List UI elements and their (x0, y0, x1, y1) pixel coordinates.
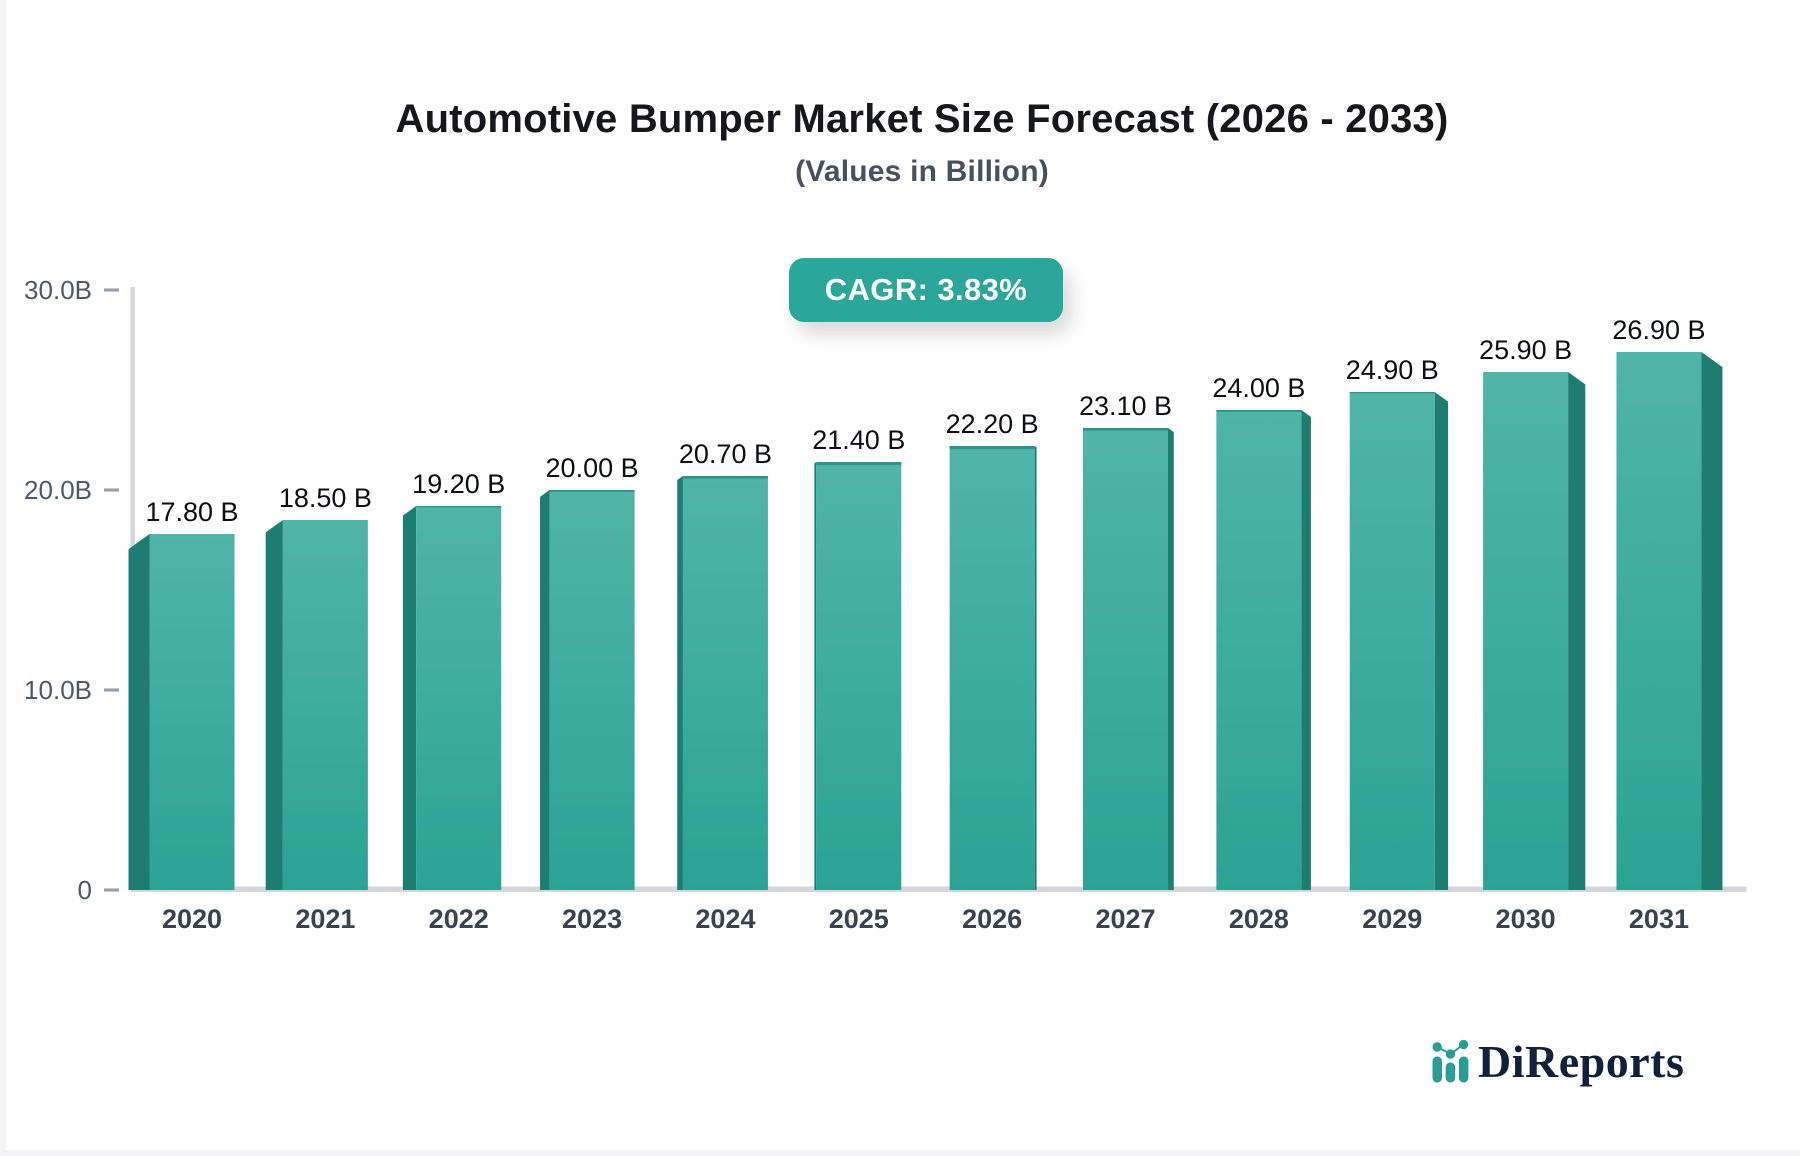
bar-2029[interactable] (1349, 392, 1435, 890)
bar-2023[interactable] (549, 490, 635, 890)
bar-top-edge (1216, 410, 1302, 412)
bar-side-face (814, 462, 817, 890)
bar-2028[interactable] (1216, 410, 1302, 890)
bar-value-label: 22.20 B (946, 409, 1039, 439)
bar-2030[interactable] (1483, 372, 1569, 890)
y-tick-mark (104, 488, 119, 492)
x-tick-label: 2030 (1496, 904, 1556, 934)
bar-top-edge (949, 446, 1035, 450)
page-edge-bottom (0, 1150, 1800, 1156)
page-edge-left (0, 0, 6, 1156)
bar-2020[interactable] (149, 534, 235, 890)
x-tick-label: 2031 (1629, 904, 1689, 934)
bar-value-label: 20.70 B (679, 439, 772, 469)
bar-value-label: 26.90 B (1612, 315, 1705, 345)
x-tick-label: 2028 (1229, 904, 1289, 934)
x-tick-label: 2022 (429, 904, 489, 934)
bar-2024[interactable] (682, 476, 768, 890)
bar-2025[interactable] (816, 462, 902, 890)
bar-side-face (128, 534, 150, 890)
bar-side-face (402, 506, 417, 890)
x-tick-label: 2020 (162, 904, 222, 934)
bar-value-label: 24.90 B (1346, 355, 1439, 385)
y-tick-mark (104, 888, 119, 892)
x-tick-label: 2024 (695, 904, 755, 934)
bar-2021[interactable] (282, 520, 368, 890)
bar-top-edge (682, 476, 768, 479)
cagr-badge: CAGR: 3.83% (789, 258, 1063, 322)
logo-text: DiReports (1478, 1036, 1685, 1087)
x-tick-label: 2021 (295, 904, 355, 934)
chart-header: Automotive Bumper Market Size Forecast (… (22, 97, 1800, 189)
x-tick-label: 2023 (562, 904, 622, 934)
bar-side-face (1168, 428, 1174, 890)
bar-side-face (1301, 410, 1311, 890)
y-tick-label: 10.0B (24, 675, 92, 705)
bar-value-label: 20.00 B (546, 453, 639, 483)
bar-side-face (1434, 392, 1449, 890)
bar-side-face (677, 476, 683, 890)
bar-value-label: 18.50 B (279, 483, 372, 513)
bar-side-face (540, 490, 550, 890)
bar-2022[interactable] (416, 506, 502, 890)
bar-top-edge (816, 462, 902, 466)
bar-top-edge (1083, 428, 1169, 431)
bar-side-face (1034, 446, 1037, 890)
bar-top-edge (416, 506, 502, 508)
x-tick-label: 2025 (829, 904, 889, 934)
y-tick-mark (104, 688, 119, 692)
bar-2026[interactable] (949, 446, 1035, 890)
chart-title: Automotive Bumper Market Size Forecast (… (395, 97, 1449, 141)
x-axis-line (130, 886, 1747, 892)
bar-value-label: 21.40 B (812, 425, 905, 455)
bar-2027[interactable] (1083, 428, 1169, 890)
y-tick-label: 30.0B (24, 275, 92, 305)
bar-2031[interactable] (1616, 352, 1702, 890)
bar-value-label: 19.20 B (412, 469, 505, 499)
bar-top-edge (1349, 392, 1435, 394)
direports-logo: DiReports (1430, 1036, 1685, 1087)
bar-side-face (1701, 352, 1723, 890)
bar-side-face (1568, 372, 1586, 890)
bar-value-label: 17.80 B (145, 497, 238, 527)
bar-chart-trend-icon (1432, 1039, 1469, 1083)
bar-value-label: 24.00 B (1212, 373, 1305, 403)
chart-subtitle: (Values in Billion) (795, 155, 1049, 188)
y-tick-label: 0 (78, 875, 92, 905)
x-tick-label: 2027 (1095, 904, 1155, 934)
x-tick-label: 2029 (1362, 904, 1422, 934)
x-tick-label: 2026 (962, 904, 1022, 934)
bar-value-label: 25.90 B (1479, 335, 1572, 365)
bar-side-face (265, 520, 283, 890)
bar-top-edge (549, 490, 635, 492)
y-tick-label: 20.0B (24, 475, 92, 505)
y-tick-mark (104, 288, 119, 292)
bar-value-label: 23.10 B (1079, 391, 1172, 421)
